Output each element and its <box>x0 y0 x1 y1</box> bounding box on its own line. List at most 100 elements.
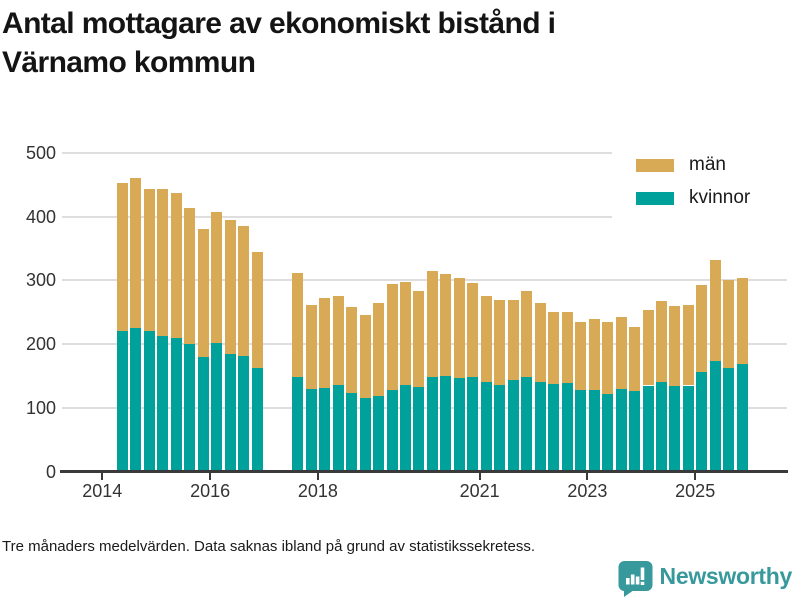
bar-kvinnor-2022-Q4 <box>575 389 587 472</box>
x-tick-2018 <box>316 472 319 480</box>
x-tick-label-2014: 2014 <box>82 481 123 501</box>
bar-man-2023-Q4 <box>629 326 641 391</box>
bar-kvinnor-2025-Q1 <box>696 372 708 472</box>
bar-man-2022-Q1 <box>534 302 546 383</box>
bar-man-2017-Q4 <box>305 304 317 389</box>
bar-man-2023-Q1 <box>588 318 600 390</box>
bar-kvinnor-2018-Q1 <box>319 388 331 472</box>
bar-man-2019-Q3 <box>399 282 411 385</box>
bar-man-2014-Q3 <box>130 177 142 328</box>
y-tick-label-300: 300 <box>25 270 56 291</box>
bar-man-2019-Q2 <box>386 284 398 390</box>
legend-label-kvinnor: kvinnor <box>689 187 751 208</box>
gridline-100 <box>62 406 787 409</box>
x-tick-label-2016: 2016 <box>190 481 231 501</box>
legend-item-kvinnor: kvinnor <box>636 187 788 209</box>
gridline-300 <box>62 279 787 282</box>
bar-kvinnor-2017-Q3 <box>292 377 304 472</box>
bar-kvinnor-2019-Q1 <box>373 396 385 472</box>
gridline-200 <box>62 343 787 346</box>
x-tick-2025 <box>694 472 697 480</box>
bar-man-2021-Q1 <box>480 296 492 383</box>
bar-kvinnor-2021-Q4 <box>521 377 533 472</box>
bar-kvinnor-2017-Q4 <box>305 388 317 472</box>
bar-kvinnor-2015-Q2 <box>170 338 182 472</box>
bar-kvinnor-2025-Q2 <box>709 361 721 472</box>
bar-man-2015-Q2 <box>170 193 182 339</box>
bar-man-2020-Q3 <box>453 278 465 378</box>
bar-kvinnor-2014-Q2 <box>117 331 128 472</box>
bar-man-2020-Q2 <box>440 274 452 376</box>
bar-kvinnor-2018-Q2 <box>332 384 344 472</box>
y-tick-label-200: 200 <box>25 334 56 355</box>
bar-kvinnor-2023-Q3 <box>615 388 627 472</box>
bar-man-2022-Q4 <box>575 322 587 390</box>
gridline-500 <box>62 152 787 154</box>
page-title: Antal mottagare av ekonomiskt bistånd i … <box>2 4 556 82</box>
bar-man-2018-Q2 <box>332 295 344 385</box>
bar-kvinnor-2019-Q2 <box>386 389 398 472</box>
bar-man-2014-Q2 <box>117 182 128 332</box>
bar-kvinnor-2025-Q4 <box>736 364 748 472</box>
bar-man-2022-Q2 <box>548 311 560 385</box>
bar-kvinnor-2024-Q3 <box>669 385 681 472</box>
footnote: Tre månaders medelvärden. Data saknas ib… <box>2 538 536 555</box>
bar-man-2024-Q4 <box>682 305 694 386</box>
x-tick-2023 <box>586 472 589 480</box>
y-tick-label-100: 100 <box>25 397 56 418</box>
bar-man-2024-Q3 <box>669 305 681 386</box>
legend-swatch-kvinnor <box>636 191 674 205</box>
bar-kvinnor-2015-Q3 <box>184 344 196 472</box>
bar-kvinnor-2018-Q3 <box>346 392 358 472</box>
bar-man-2020-Q1 <box>426 271 438 377</box>
page-title-line-1: Antal mottagare av ekonomiskt bistånd i <box>2 7 556 40</box>
bar-man-2015-Q4 <box>197 228 209 357</box>
bar-kvinnor-2021-Q1 <box>480 382 492 472</box>
bar-man-2025-Q4 <box>736 277 748 365</box>
bar-man-2021-Q4 <box>521 291 533 378</box>
bar-kvinnor-2016-Q4 <box>251 368 263 472</box>
bar-man-2016-Q4 <box>251 252 263 369</box>
bar-man-2018-Q3 <box>346 306 358 393</box>
bar-kvinnor-2023-Q2 <box>602 393 614 472</box>
bar-kvinnor-2024-Q1 <box>642 385 654 472</box>
chart-legend: män kvinnor <box>612 146 788 224</box>
newsworthy-wordmark: Newsworthy <box>659 563 793 589</box>
bar-man-2018-Q1 <box>319 298 331 389</box>
bar-man-2017-Q3 <box>292 272 304 378</box>
gridline-400 <box>62 215 787 218</box>
x-axis-line <box>60 470 788 473</box>
bar-man-2016-Q3 <box>238 226 250 356</box>
bar-kvinnor-2020-Q1 <box>426 376 438 472</box>
newsworthy-bubble-icon <box>618 561 653 597</box>
bar-man-2016-Q1 <box>211 211 223 344</box>
x-tick-label-2018: 2018 <box>297 481 338 501</box>
bar-man-2024-Q1 <box>642 309 654 386</box>
legend-label-man: män <box>689 154 726 175</box>
bar-man-2019-Q4 <box>413 290 425 387</box>
bar-man-2021-Q2 <box>494 299 506 385</box>
page-title-line-2: Värnamo kommun <box>2 46 256 79</box>
x-tick-2016 <box>209 472 212 480</box>
bar-kvinnor-2022-Q3 <box>561 382 573 472</box>
bar-man-2025-Q2 <box>709 260 721 362</box>
x-tick-2021 <box>478 472 481 480</box>
bar-kvinnor-2014-Q3 <box>130 327 142 472</box>
y-tick-label-0: 0 <box>45 461 56 482</box>
bar-kvinnor-2023-Q1 <box>588 389 600 472</box>
bar-man-2015-Q1 <box>157 189 169 337</box>
bar-kvinnor-2019-Q3 <box>399 384 411 472</box>
y-tick-label-500: 500 <box>25 143 56 163</box>
bar-kvinnor-2021-Q2 <box>494 384 506 472</box>
stacked-bar-chart: 0 100 200 300 400 500 2014 2016 2018 2021 2023 2025… <box>25 143 788 501</box>
x-tick-label-2025: 2025 <box>675 481 716 501</box>
bar-man-2015-Q3 <box>184 207 196 345</box>
bar-kvinnor-2016-Q1 <box>211 343 223 472</box>
legend-swatch-man <box>636 158 674 172</box>
y-tick-label-400: 400 <box>25 206 56 227</box>
bar-man-2016-Q2 <box>224 219 236 355</box>
x-tick-2014 <box>101 472 104 480</box>
bar-kvinnor-2019-Q4 <box>413 386 425 472</box>
bar-man-2020-Q4 <box>467 282 479 378</box>
